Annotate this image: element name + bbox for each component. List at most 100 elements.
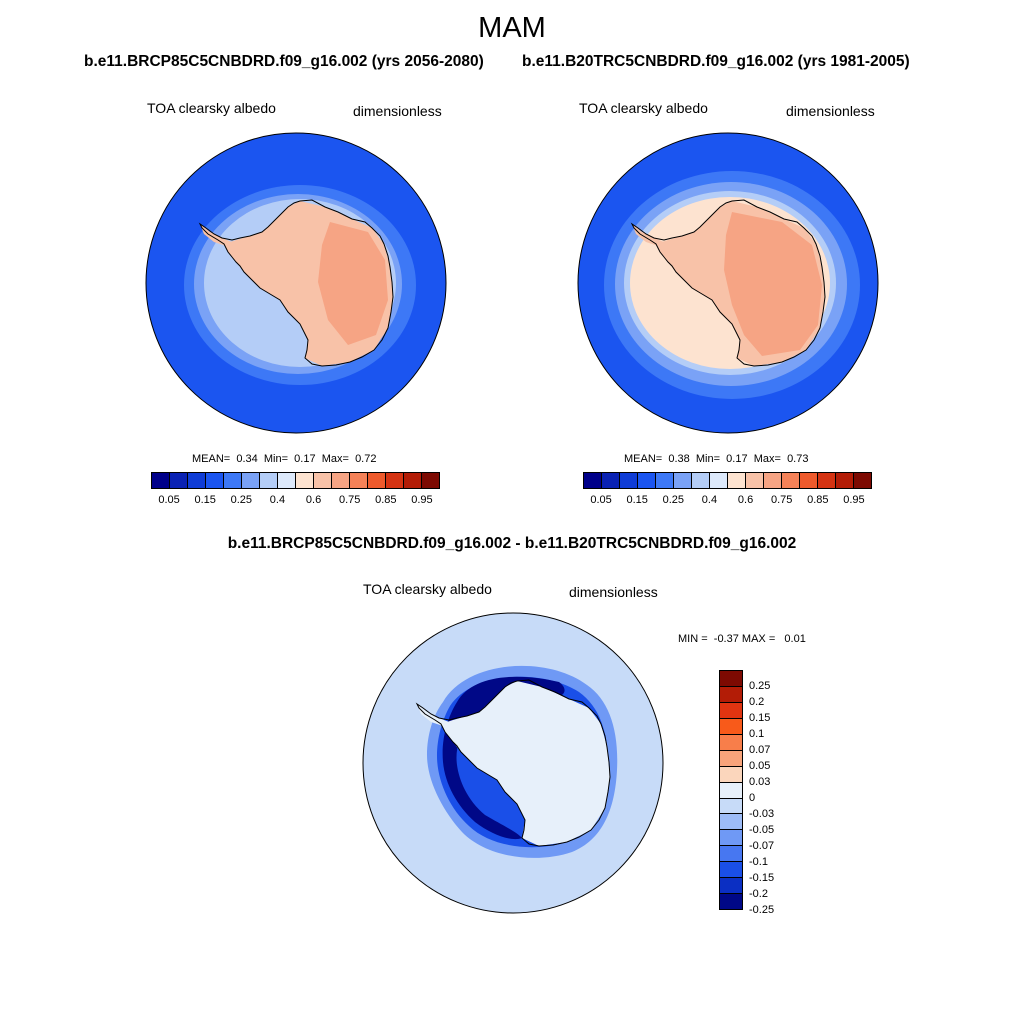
left-colorbar-box-3 (206, 473, 224, 488)
diff-colorbar-box-4 (720, 734, 742, 751)
diff-min-value: -0.37 (713, 633, 739, 645)
diff-colorbar-box-13 (720, 878, 742, 895)
diff-variable-label: TOA clearsky albedo (363, 581, 492, 597)
diff-colorbar-tick-2: 0.15 (749, 712, 771, 724)
left-colorbar-tick-1: 0.15 (194, 494, 216, 506)
left-min-label: Min= (263, 453, 289, 465)
diff-colorbar-tick-10: -0.07 (749, 840, 775, 852)
right-colorbar-tick-3: 0.4 (701, 494, 718, 506)
left-colorbar-tick-6: 0.85 (375, 494, 397, 506)
diff-stats: MIN = -0.37 MAX = 0.01 (678, 633, 806, 645)
diff-colorbar-tick-4: 0.07 (749, 744, 771, 756)
main-title: MAM (478, 12, 546, 44)
left-min-value: 0.17 (294, 453, 316, 465)
left-mean-label: MEAN= (192, 453, 231, 465)
right-colorbar-box-11 (782, 473, 800, 488)
right-colorbar-box-8 (728, 473, 746, 488)
left-colorbar-tick-7: 0.95 (411, 494, 433, 506)
left-colorbar-box-0 (152, 473, 170, 488)
left-colorbar-box-11 (350, 473, 368, 488)
right-colorbar-box-13 (818, 473, 836, 488)
diff-colorbar-box-0 (720, 671, 742, 687)
diff-polar-map (362, 612, 664, 914)
right-colorbar-tick-7: 0.95 (843, 494, 865, 506)
diff-colorbar-tick-8: -0.03 (749, 808, 775, 820)
right-colorbar-tick-4: 0.6 (737, 494, 754, 506)
right-colorbar-tick-0: 0.05 (590, 494, 612, 506)
left-units-label: dimensionless (353, 103, 442, 119)
left-colorbar-tick-5: 0.75 (338, 494, 361, 506)
diff-colorbar-tick-7: 0 (749, 792, 756, 804)
left-map-border (145, 132, 447, 434)
diff-colorbar-box-1 (720, 686, 742, 703)
right-min-value: 0.17 (726, 453, 748, 465)
right-max-label: Max= (753, 453, 781, 465)
left-plateau-fill (318, 222, 388, 345)
diff-colorbar-tick-1: 0.2 (749, 696, 765, 708)
left-colorbar-box-1 (170, 473, 188, 488)
diff-colorbar-tick-12: -0.15 (749, 872, 775, 884)
right-colorbar-ticks: 0.05 0.15 0.25 0.4 0.6 0.75 0.85 0.95 (583, 494, 872, 508)
right-units-label: dimensionless (786, 103, 875, 119)
right-colorbar-box-6 (692, 473, 710, 488)
left-max-label: Max= (321, 453, 349, 465)
diff-colorbar-tick-11: -0.1 (749, 856, 768, 868)
right-colorbar-box-7 (710, 473, 728, 488)
diff-units-label: dimensionless (569, 584, 658, 600)
left-colorbar-box-7 (278, 473, 296, 488)
left-variable-label: TOA clearsky albedo (147, 100, 276, 116)
left-colorbar-box-2 (188, 473, 206, 488)
diff-colorbar-box-6 (720, 766, 742, 783)
diff-title: b.e11.BRCP85C5CNBDRD.f09_g16.002 - b.e11… (227, 535, 797, 552)
diff-map-border (362, 612, 664, 914)
diff-colorbar-tick-5: 0.05 (749, 760, 771, 772)
diff-colorbar-tick-3: 0.1 (749, 728, 765, 740)
left-colorbar-tick-4: 0.6 (305, 494, 322, 506)
right-max-value: 0.73 (787, 453, 809, 465)
diff-colorbar-tick-14: -0.25 (749, 904, 775, 916)
diff-colorbar-box-7 (720, 782, 742, 799)
right-mean-value: 0.38 (668, 453, 690, 465)
right-min-label: Min= (695, 453, 721, 465)
right-colorbar-box-14 (836, 473, 854, 488)
diff-colorbar-box-9 (720, 814, 742, 831)
left-colorbar-box-10 (332, 473, 350, 488)
left-colorbar-box-6 (260, 473, 278, 488)
diff-colorbar-box-5 (720, 750, 742, 767)
right-mean-label: MEAN= (624, 453, 663, 465)
right-colorbar-tick-6: 0.85 (807, 494, 829, 506)
right-case-title: b.e11.B20TRC5CNBDRD.f09_g16.002 (yrs 198… (522, 53, 910, 70)
right-stats: MEAN= 0.38 Min= 0.17 Max= 0.73 (624, 453, 808, 465)
left-colorbar-tick-3: 0.4 (269, 494, 286, 506)
left-colorbar-box-8 (296, 473, 314, 488)
diff-colorbar-ticks: 0.25 0.2 0.15 0.1 0.07 0.05 0.03 0 -0.03 -0.05 -0.… (749, 670, 809, 916)
diff-colorbar-box-8 (720, 798, 742, 815)
right-plateau-fill (724, 212, 822, 356)
left-colorbar-tick-0: 0.05 (158, 494, 180, 506)
right-variable-label: TOA clearsky albedo (579, 100, 708, 116)
right-map-border (577, 132, 879, 434)
left-colorbar-box-4 (224, 473, 242, 488)
left-polar-map (145, 132, 447, 434)
diff-colorbar-box-12 (720, 862, 742, 879)
left-colorbar-box-5 (242, 473, 260, 488)
left-colorbar-tick-2: 0.25 (230, 494, 253, 506)
right-colorbar-box-10 (764, 473, 782, 488)
right-colorbar-tick-1: 0.15 (626, 494, 648, 506)
left-case-title: b.e11.BRCP85C5CNBDRD.f09_g16.002 (yrs 20… (84, 53, 484, 70)
diff-colorbar-box-11 (720, 846, 742, 863)
right-polar-map (577, 132, 879, 434)
left-colorbar-ticks: 0.05 0.15 0.25 0.4 0.6 0.75 0.85 0.95 (151, 494, 440, 508)
right-colorbar-box-0 (584, 473, 602, 488)
left-mean-value: 0.34 (236, 453, 258, 465)
left-colorbar-box-14 (404, 473, 422, 488)
diff-colorbar-tick-13: -0.2 (749, 888, 768, 900)
right-colorbar-box-5 (674, 473, 692, 488)
left-max-value: 0.72 (355, 453, 377, 465)
right-colorbar-box-9 (746, 473, 764, 488)
diff-colorbar-box-2 (720, 702, 742, 719)
diff-max-label: MAX = (741, 633, 776, 645)
diff-colorbar-box-3 (720, 718, 742, 735)
diff-max-value: 0.01 (784, 633, 806, 645)
left-stats: MEAN= 0.34 Min= 0.17 Max= 0.72 (192, 453, 376, 465)
